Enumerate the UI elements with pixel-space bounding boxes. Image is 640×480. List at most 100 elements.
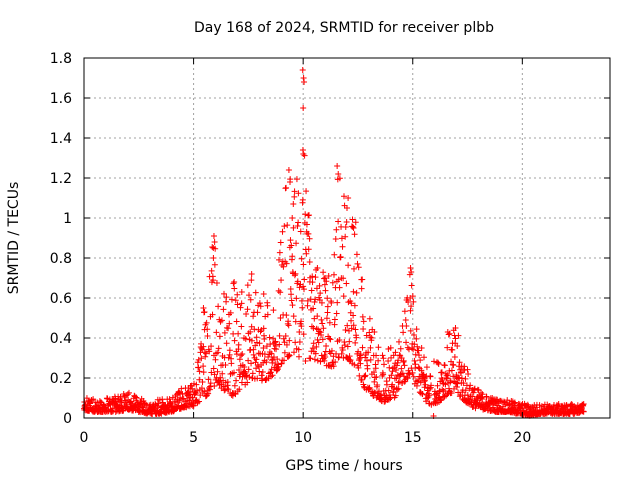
- data-point: [400, 357, 407, 364]
- data-point: [400, 373, 407, 380]
- data-point: [83, 395, 90, 402]
- data-point: [281, 349, 288, 356]
- data-point: [400, 329, 407, 336]
- data-point: [305, 212, 312, 219]
- data-point: [228, 296, 235, 303]
- data-point: [325, 273, 332, 280]
- data-point: [247, 328, 254, 335]
- data-point: [504, 397, 511, 404]
- y-tick-label: 1.2: [50, 171, 72, 187]
- data-point: [438, 396, 445, 403]
- data-point: [305, 230, 312, 237]
- data-point: [263, 359, 270, 366]
- data-point: [428, 382, 435, 389]
- data-point: [323, 315, 330, 322]
- data-point: [479, 391, 486, 398]
- data-point: [390, 352, 397, 359]
- data-point: [235, 367, 242, 374]
- data-point: [419, 391, 426, 398]
- data-point: [383, 381, 390, 388]
- data-point: [178, 385, 185, 392]
- data-point: [245, 366, 252, 373]
- data-point: [325, 362, 332, 369]
- data-point: [402, 316, 409, 323]
- data-point: [366, 315, 373, 322]
- data-point: [300, 331, 307, 338]
- data-point: [234, 301, 241, 308]
- data-point: [215, 345, 222, 352]
- data-point: [298, 297, 305, 304]
- chart-grid: [83, 57, 610, 419]
- data-point: [175, 389, 182, 396]
- y-tick-label: 1.6: [50, 91, 72, 107]
- data-point: [244, 379, 251, 386]
- data-point: [423, 364, 430, 371]
- data-point: [317, 290, 324, 297]
- data-point: [250, 313, 257, 320]
- data-point: [365, 349, 372, 356]
- data-point: [318, 352, 325, 359]
- data-point: [337, 254, 344, 261]
- data-point: [210, 365, 217, 372]
- data-point: [439, 377, 446, 384]
- data-point: [336, 284, 343, 291]
- data-point: [388, 372, 395, 379]
- data-point: [174, 399, 181, 406]
- data-point: [232, 297, 239, 304]
- data-point: [342, 327, 349, 334]
- data-point: [346, 338, 353, 345]
- data-point: [454, 380, 461, 387]
- data-point: [340, 293, 347, 300]
- data-point: [204, 326, 211, 333]
- data-point: [248, 277, 255, 284]
- data-point: [321, 281, 328, 288]
- y-axis-label: SRMTID / TECUs: [6, 182, 22, 295]
- data-point: [176, 397, 183, 404]
- data-point: [219, 370, 226, 377]
- data-point: [274, 356, 281, 363]
- data-point: [340, 193, 347, 200]
- data-point: [201, 309, 208, 315]
- data-point: [210, 254, 217, 261]
- data-point: [357, 354, 364, 361]
- data-point: [417, 379, 424, 386]
- data-point: [373, 374, 380, 381]
- data-point: [359, 276, 366, 283]
- data-point: [276, 249, 283, 256]
- data-point: [380, 371, 387, 378]
- data-point: [225, 386, 232, 393]
- x-axis-tick-labels: 0 5 10 15 20: [80, 430, 532, 446]
- data-point: [357, 351, 364, 358]
- data-point: [200, 305, 207, 311]
- data-point: [465, 370, 472, 377]
- y-tick-label: 0.4: [50, 331, 72, 347]
- data-point: [335, 218, 342, 225]
- data-point: [288, 242, 295, 249]
- data-point: [456, 359, 463, 366]
- data-point: [287, 285, 294, 292]
- data-point: [214, 349, 221, 356]
- data-point: [273, 346, 280, 353]
- data-point: [335, 276, 342, 283]
- data-point: [312, 274, 319, 281]
- data-point: [283, 260, 290, 267]
- data-point: [427, 373, 434, 380]
- data-point: [326, 335, 333, 342]
- data-point: [190, 402, 197, 409]
- data-point: [347, 356, 354, 363]
- data-point: [288, 291, 295, 298]
- data-point: [380, 361, 387, 368]
- data-point: [299, 304, 306, 311]
- data-point: [444, 329, 451, 335]
- data-point: [236, 356, 243, 363]
- x-tick-label: 5: [189, 430, 198, 446]
- data-point: [280, 263, 287, 270]
- data-point: [405, 298, 412, 305]
- data-point: [334, 163, 341, 169]
- data-point: [159, 399, 166, 406]
- data-point: [415, 377, 422, 384]
- data-point: [367, 334, 374, 341]
- data-point: [314, 336, 321, 343]
- data-point: [349, 223, 356, 230]
- data-point: [313, 285, 320, 292]
